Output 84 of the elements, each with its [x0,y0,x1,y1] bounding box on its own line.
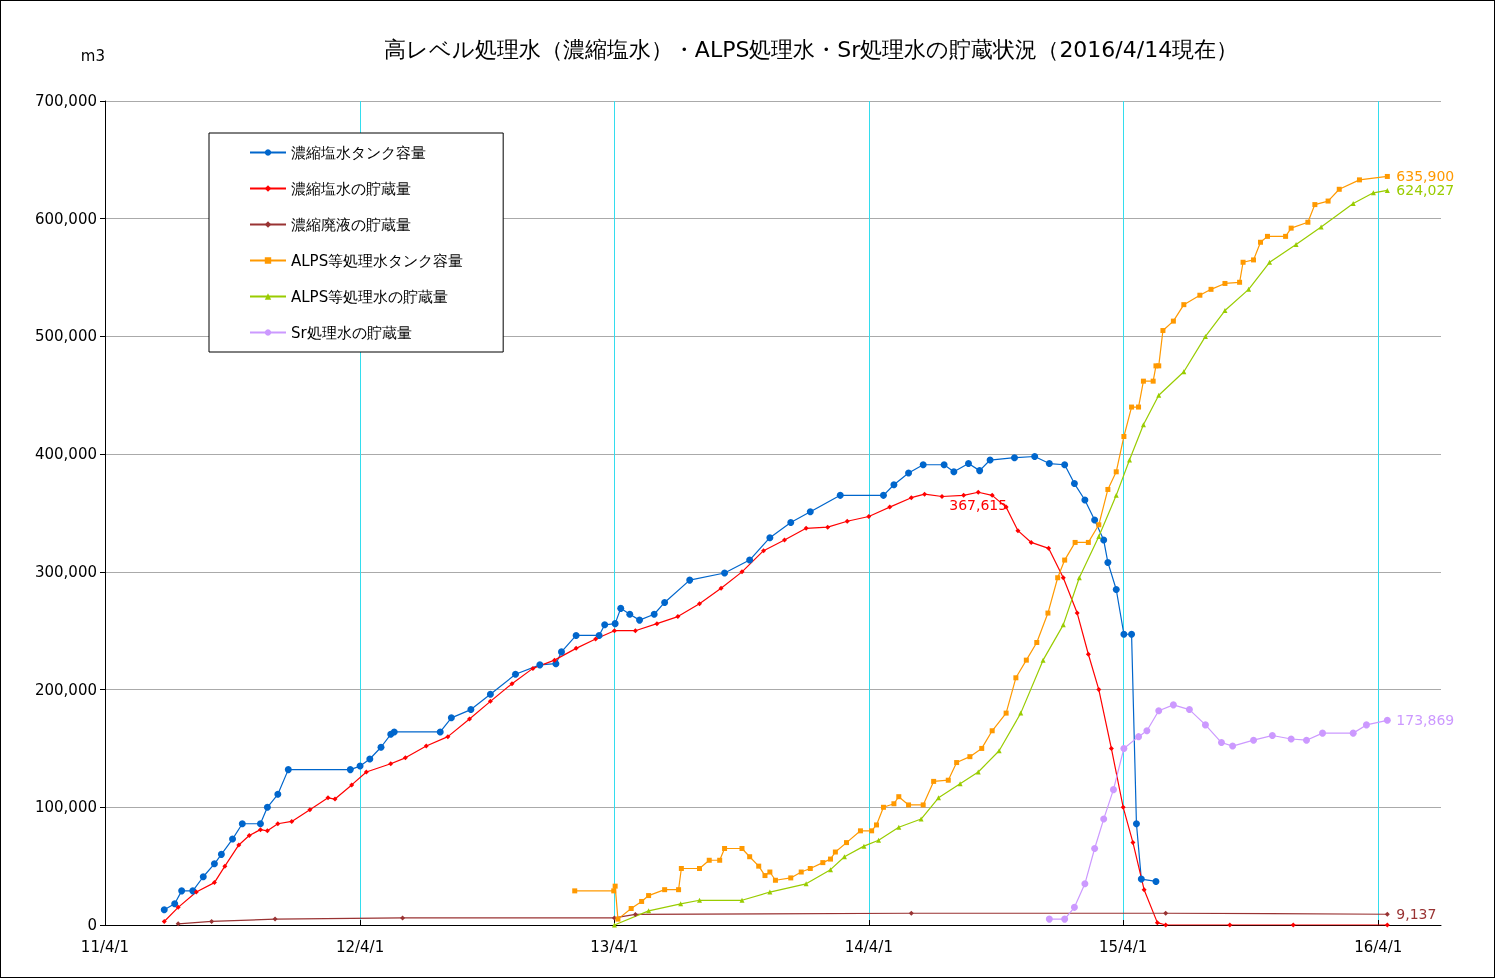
point [1070,903,1078,911]
y-tick-label: 600,000 [34,209,97,228]
y-tick-label: 200,000 [34,680,97,699]
x-tick-label: 13/4/1 [590,937,639,956]
point [1229,742,1237,750]
point [841,854,847,860]
y-tick-label: 0 [87,916,97,934]
x-tick-label: 16/4/1 [1354,937,1403,956]
point [1163,910,1169,916]
point [1040,657,1046,663]
point [767,889,773,895]
point [876,837,882,843]
point [1349,729,1357,737]
point [1362,721,1370,729]
point [1113,492,1119,498]
x-tick-label: 15/4/1 [1099,937,1148,956]
point [936,795,942,801]
point [1169,701,1177,709]
point [1267,259,1273,265]
point [1155,707,1163,715]
point [1222,308,1228,314]
annotation: 635,900 [1396,168,1455,185]
legend-label: Sr処理水の貯蔵量 [291,323,412,342]
point [1100,815,1108,823]
y-tick-label: 700,000 [34,92,97,110]
point [1018,710,1024,716]
point [896,824,902,830]
point [1045,915,1053,923]
point [861,843,867,849]
point [175,921,181,927]
annotation: 173,869 [1396,712,1455,729]
point [1246,286,1252,292]
annotation: 9,137 [1396,906,1437,923]
point [1143,727,1151,735]
legend-label: 濃縮廃液の貯蔵量 [291,215,411,234]
point [400,915,406,921]
point [1303,736,1310,744]
y-axis-title: m3 [80,46,105,65]
point [1091,844,1099,852]
point [918,816,924,822]
x-tick-label: 12/4/1 [335,937,385,956]
y-tick-label: 100,000 [34,798,97,817]
legend-label: ALPS等処理水の貯蔵量 [291,287,449,306]
point [1126,457,1132,463]
point [1293,242,1299,248]
point [1096,534,1102,540]
y-tick-label: 400,000 [34,445,97,464]
point [1140,422,1146,428]
point [1120,744,1128,752]
point [803,881,809,887]
point [272,916,278,922]
point [1384,911,1390,917]
y-tick-label: 300,000 [34,562,97,581]
chart-title: 高レベル処理水（濃縮塩水）・ALPS処理水・Sr処理水の貯蔵状況（2016/4/14現在） [383,36,1239,62]
point [1350,200,1356,206]
point [1061,915,1069,923]
annotation: 367,615 [949,497,1008,514]
point [908,910,914,916]
legend-label: 濃縮塩水タンク容量 [291,143,426,162]
point [1185,706,1193,714]
point [957,781,963,787]
x-tick-label: 14/4/1 [844,937,893,956]
point [739,897,745,903]
point [1201,721,1209,729]
legend-label: 濃縮塩水の貯蔵量 [291,179,411,198]
point [1384,187,1390,193]
x-tick-label: 11/4/1 [80,937,130,956]
point [1319,729,1327,737]
point [1202,333,1208,339]
point [1156,392,1162,398]
point [828,867,833,873]
point [632,911,638,917]
point [1109,786,1117,794]
point [696,897,702,903]
point [209,918,215,924]
point [1217,739,1225,747]
point [1135,733,1143,741]
point [1081,880,1089,888]
point [1250,736,1258,744]
point [1268,731,1276,739]
annotation: 624,027 [1396,182,1455,199]
legend-label: ALPS等処理水タンク容量 [291,251,464,270]
point [1383,716,1391,724]
y-tick-label: 500,000 [34,327,97,346]
